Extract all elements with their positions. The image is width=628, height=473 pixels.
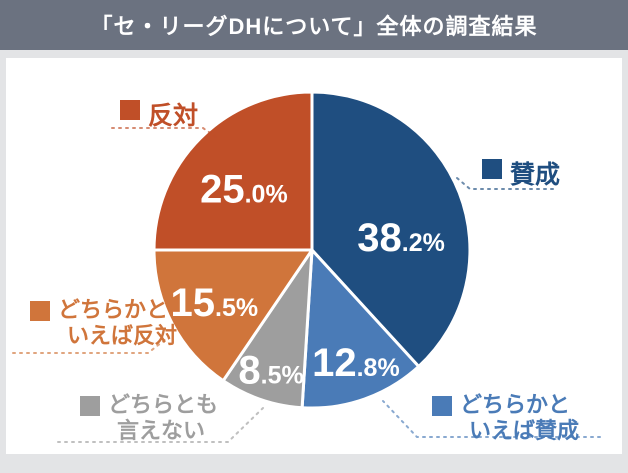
pie-value-dochiraka-sansei: 12.8%: [312, 341, 400, 385]
legend-swatch-icon: [80, 396, 100, 416]
leader-line-dochira-tomo: [57, 407, 264, 443]
legend-label-line2: いえば賛成: [469, 418, 580, 443]
legend-swatch-icon: [120, 100, 140, 120]
legend-swatch-icon: [30, 301, 50, 321]
legend-label-line1: どちらかと: [460, 392, 571, 417]
pie-slice-dochiraka-sansei: [300, 248, 421, 410]
pie-slice-dochira-tomo: [221, 248, 314, 410]
legend-dochiraka-sansei: どちらかと いえば賛成: [432, 392, 579, 444]
leader-line-dochiraka-hantai: [12, 338, 167, 354]
legend-swatch-icon: [482, 159, 502, 179]
legend-label: 反対: [148, 102, 199, 130]
legend-label-line2: いえば反対: [67, 323, 178, 348]
pie-slice-hantai: [152, 90, 314, 252]
legend-sansei: 賛成: [482, 155, 560, 191]
legend-hantai: 反対: [120, 96, 198, 132]
leader-line-sansei: [456, 177, 554, 190]
page-title: 「セ・リーグDHについて」全体の調査結果: [90, 14, 538, 39]
legend-label-line1: どちらとも: [108, 392, 219, 417]
pie-slice-dochiraka-hantai: [152, 248, 314, 383]
legend-swatch-icon: [432, 396, 452, 416]
legend-dochira-tomo: どちらとも 言えない: [80, 392, 218, 444]
pie-value-dochira-tomo: 8.5%: [238, 349, 303, 393]
pie-value-hantai: 25.0%: [200, 168, 288, 212]
pie-slice-sansei: [310, 90, 472, 368]
legend-label-line1: どちらかと: [58, 297, 169, 322]
leader-line-hantai: [111, 127, 217, 138]
leader-line-dochiraka-sansei: [382, 400, 601, 438]
pie-value-sansei: 38.2%: [357, 216, 445, 260]
legend-dochiraka-hantai: どちらかと いえば反対: [30, 297, 177, 349]
title-bar: 「セ・リーグDHについて」全体の調査結果: [0, 0, 628, 50]
legend-label-line2: 言えない: [117, 418, 206, 443]
legend-label: 賛成: [510, 161, 561, 189]
pie-value-dochiraka-hantai: 15.5%: [171, 281, 259, 325]
